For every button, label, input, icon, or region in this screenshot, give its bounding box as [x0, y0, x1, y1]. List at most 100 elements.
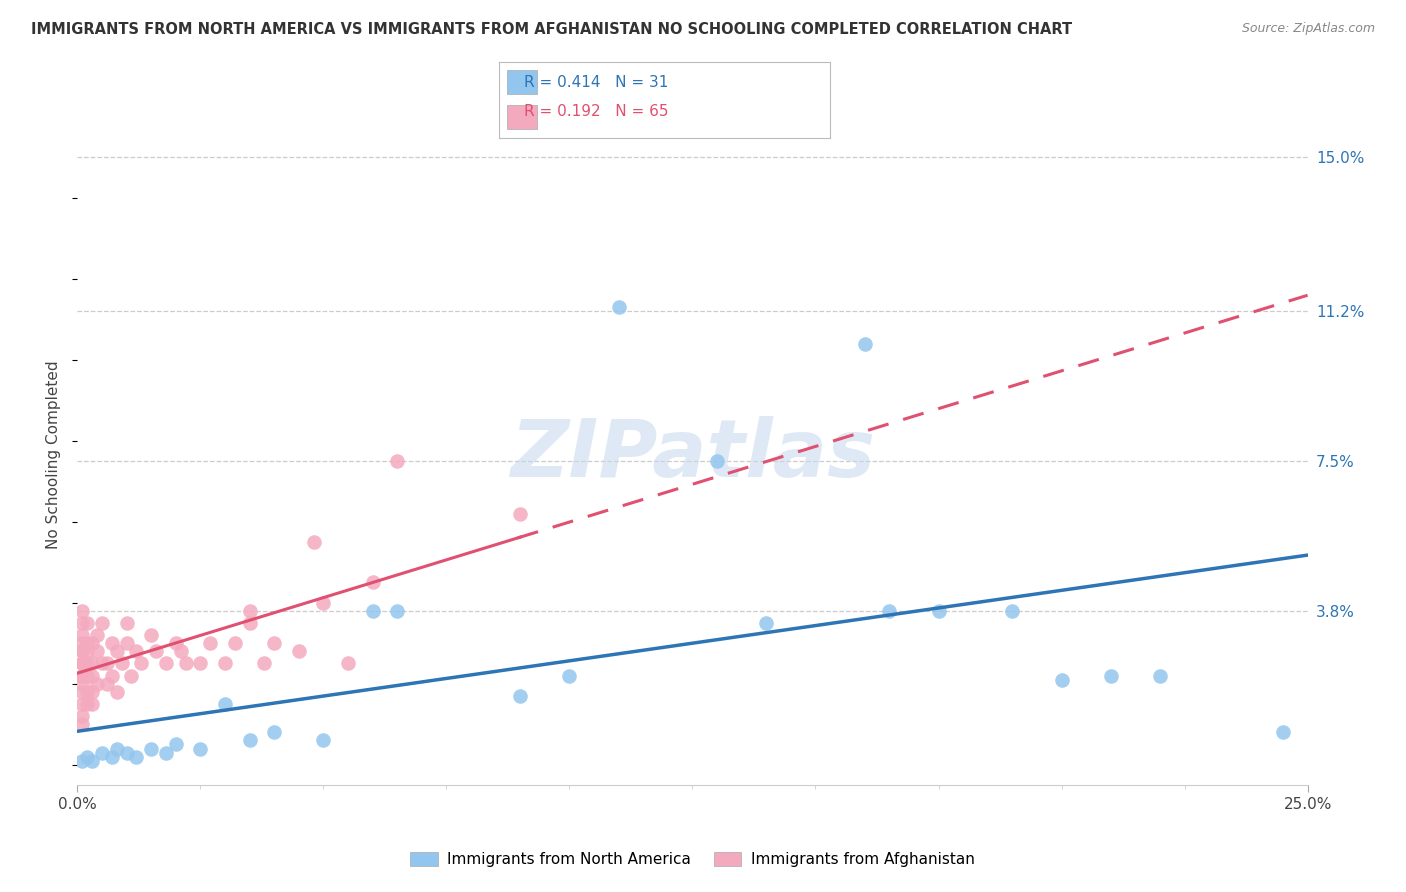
Point: [125, 644, 148, 658]
Point: [1050, 673, 1073, 687]
Point: [121, 668, 143, 682]
Point: [224, 636, 246, 650]
Point: [76, 749, 98, 764]
Text: ZIPatlas: ZIPatlas: [510, 416, 875, 494]
Point: [76, 657, 98, 671]
Point: [155, 746, 177, 760]
Point: [312, 733, 335, 747]
Point: [70, 677, 93, 691]
Point: [70, 644, 93, 658]
Point: [82, 636, 104, 650]
Point: [170, 644, 193, 658]
Point: [76, 636, 98, 650]
Y-axis label: No Schooling Completed: No Schooling Completed: [46, 360, 62, 549]
Point: [253, 657, 276, 671]
Point: [1149, 668, 1171, 682]
Text: IMMIGRANTS FROM NORTH AMERICA VS IMMIGRANTS FROM AFGHANISTAN NO SCHOOLING COMPLE: IMMIGRANTS FROM NORTH AMERICA VS IMMIGRA…: [31, 22, 1071, 37]
Point: [115, 746, 138, 760]
Point: [76, 697, 98, 711]
Point: [82, 657, 104, 671]
Point: [312, 596, 335, 610]
Point: [509, 507, 531, 521]
Point: [82, 697, 104, 711]
Point: [302, 535, 325, 549]
Point: [387, 604, 409, 618]
Point: [1001, 604, 1024, 618]
Point: [76, 644, 98, 658]
Bar: [508, 70, 537, 95]
Point: [76, 685, 98, 699]
Point: [1272, 725, 1295, 739]
Point: [337, 657, 360, 671]
Text: Source: ZipAtlas.com: Source: ZipAtlas.com: [1241, 22, 1375, 36]
Point: [558, 668, 581, 682]
Point: [361, 575, 384, 590]
Point: [141, 741, 163, 756]
Point: [755, 615, 778, 630]
Point: [165, 636, 187, 650]
Point: [90, 657, 114, 671]
Point: [82, 668, 104, 682]
Point: [361, 604, 384, 618]
Point: [706, 454, 728, 468]
Point: [155, 657, 177, 671]
Point: [190, 657, 212, 671]
Point: [101, 668, 124, 682]
Bar: [508, 105, 537, 129]
Point: [387, 454, 409, 468]
Point: [1099, 668, 1122, 682]
Point: [190, 741, 212, 756]
Point: [141, 628, 163, 642]
Point: [214, 657, 236, 671]
Point: [239, 733, 262, 747]
Point: [70, 668, 93, 682]
Point: [76, 668, 98, 682]
Point: [70, 668, 93, 682]
Point: [853, 336, 876, 351]
Point: [86, 677, 108, 691]
Point: [131, 657, 153, 671]
Legend: Immigrants from North America, Immigrants from Afghanistan: Immigrants from North America, Immigrant…: [405, 846, 980, 873]
Point: [165, 738, 187, 752]
Point: [239, 615, 262, 630]
Point: [90, 746, 114, 760]
Point: [96, 657, 118, 671]
Point: [879, 604, 901, 618]
Point: [96, 677, 118, 691]
Point: [86, 628, 108, 642]
Point: [82, 754, 104, 768]
Point: [200, 636, 222, 650]
Point: [76, 615, 98, 630]
Point: [145, 644, 167, 658]
Text: R = 0.414   N = 31: R = 0.414 N = 31: [524, 75, 669, 90]
Point: [263, 725, 285, 739]
Point: [105, 741, 128, 756]
Point: [70, 717, 93, 731]
Point: [125, 749, 148, 764]
Point: [607, 300, 630, 314]
Point: [70, 754, 93, 768]
Point: [928, 604, 950, 618]
Point: [101, 749, 124, 764]
Point: [105, 644, 128, 658]
Point: [115, 636, 138, 650]
Point: [115, 615, 138, 630]
Point: [101, 636, 124, 650]
Point: [174, 657, 197, 671]
Point: [214, 697, 236, 711]
Point: [70, 685, 93, 699]
Point: [70, 636, 93, 650]
Point: [70, 657, 93, 671]
Point: [70, 657, 93, 671]
Point: [70, 604, 93, 618]
Point: [70, 697, 93, 711]
Point: [105, 685, 128, 699]
Point: [111, 657, 132, 671]
Point: [82, 685, 104, 699]
Point: [263, 636, 285, 650]
Point: [509, 689, 531, 703]
Point: [86, 644, 108, 658]
Point: [70, 709, 93, 723]
Text: R = 0.192   N = 65: R = 0.192 N = 65: [524, 104, 669, 120]
Point: [288, 644, 311, 658]
